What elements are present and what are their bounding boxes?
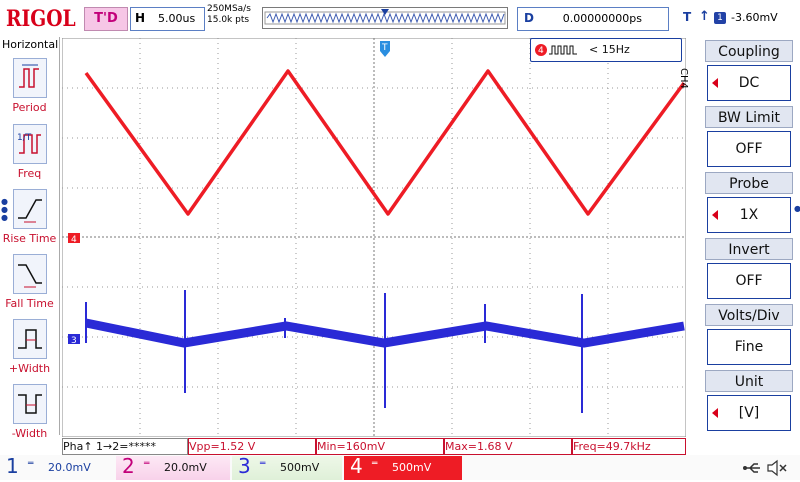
rising-edge-icon: ↑ (699, 9, 710, 24)
ch3-marker-label: 3 (71, 336, 77, 346)
freq-counter-value: < 15Hz (589, 43, 630, 56)
menu-coupling[interactable]: Coupling DC (705, 40, 793, 103)
menu-label-positive-width: +Width (0, 362, 59, 375)
measure-max[interactable]: Max=1.68 V (444, 438, 572, 455)
trigger-status-badge: T'D (84, 7, 128, 31)
fall-time-icon (13, 254, 47, 294)
usb-icon (743, 464, 760, 472)
channel-2-number: 2 (122, 454, 135, 478)
volts-div-title: Volts/Div (705, 304, 793, 326)
brand-logo: RIGOL (6, 6, 76, 32)
rise-time-icon (13, 189, 47, 229)
left-menu-title: Horizontal (2, 38, 58, 51)
menu-label-rise-time: Rise Time (0, 232, 59, 245)
channel-4-number: 4 (350, 454, 363, 478)
probe-value-box[interactable]: 1X (707, 197, 791, 233)
menu-item-freq[interactable]: 1/T Freq (0, 124, 59, 188)
unit-value-box[interactable]: [V] (707, 395, 791, 431)
channel-3-number: 3 (238, 454, 251, 478)
positive-width-icon (13, 319, 47, 359)
invert-value-box[interactable]: OFF (707, 263, 791, 299)
sample-rate: 250MSa/s (207, 4, 251, 15)
coupling-value: DC (739, 75, 760, 91)
trigger-level: -3.60mV (731, 11, 778, 24)
svg-text:1/T: 1/T (17, 133, 32, 143)
delay-box[interactable]: D 0.00000000ps (517, 7, 669, 31)
timebase-box[interactable]: H 5.00us (130, 7, 205, 31)
menu-probe[interactable]: Probe 1X (705, 172, 793, 235)
invert-title: Invert (705, 238, 793, 260)
menu-item-negative-width[interactable]: -Width (0, 384, 59, 448)
sample-info: 250MSa/s 15.0k pts (207, 4, 251, 26)
menu-item-fall-time[interactable]: Fall Time (0, 254, 59, 318)
dc-coupling-icon: ═ (28, 452, 33, 476)
dc-coupling-icon: ═ (372, 452, 377, 476)
dc-coupling-icon: ═ (144, 452, 149, 476)
trigger-key: T (683, 10, 691, 24)
bw-limit-value-box[interactable]: OFF (707, 131, 791, 167)
unit-title: Unit (705, 370, 793, 392)
channel-4-status[interactable]: 4 ═ 500mV (344, 456, 462, 480)
menu-label-period: Period (0, 101, 59, 114)
freq-icon: 1/T (13, 124, 47, 164)
menu-item-positive-width[interactable]: +Width (0, 319, 59, 383)
arrow-left-icon (712, 408, 718, 418)
ch4-marker-label: 4 (71, 235, 77, 245)
freq-counter-channel: 4 (538, 46, 544, 56)
probe-value: 1X (740, 207, 759, 223)
coupling-value-box[interactable]: DC (707, 65, 791, 101)
coupling-title: Coupling (705, 40, 793, 62)
negative-width-icon (13, 384, 47, 424)
channel-1-status[interactable]: 1 ═ 20.0mV (0, 456, 114, 480)
channel-4-scale: 500mV (392, 456, 431, 480)
frequency-counter: 4 < 15Hz (530, 38, 682, 62)
menu-item-period[interactable]: Period (0, 58, 59, 122)
menu-volts-div[interactable]: Volts/Div Fine (705, 304, 793, 367)
memory-depth: 15.0k pts (207, 15, 251, 26)
bw-limit-value: OFF (735, 141, 762, 157)
pulse-icon (549, 46, 577, 54)
speaker-mute-icon (768, 461, 786, 475)
probe-scroll-dot: ● (794, 205, 800, 213)
channel-1-scale: 20.0mV (48, 456, 91, 480)
timebase-key: H (135, 11, 145, 25)
right-menu-channel-label: CH4 (678, 68, 689, 89)
arrow-left-icon (712, 78, 718, 88)
memory-waveform-strip[interactable] (262, 7, 508, 29)
menu-label-negative-width: -Width (0, 427, 59, 440)
channel-2-status[interactable]: 2 ═ 20.0mV (116, 456, 230, 480)
trigger-source-badge: 1 (714, 12, 726, 24)
unit-value: [V] (739, 405, 760, 421)
menu-item-rise-time[interactable]: Rise Time (0, 189, 59, 253)
delay-key: D (524, 11, 534, 25)
menu-bw-limit[interactable]: BW Limit OFF (705, 106, 793, 169)
bw-limit-title: BW Limit (705, 106, 793, 128)
period-icon (13, 58, 47, 98)
status-icons (740, 458, 796, 478)
volts-div-value: Fine (735, 339, 763, 355)
dc-coupling-icon: ═ (260, 452, 265, 476)
channel-1-number: 1 (6, 454, 19, 478)
channel-3-status[interactable]: 3 ═ 500mV (232, 456, 342, 480)
waveform-display[interactable]: T 4 3 (62, 38, 686, 437)
memory-strip-graphic (263, 8, 507, 28)
menu-scroll-dots: ● ● ● (1, 198, 8, 222)
measure-freq[interactable]: Freq=49.7kHz (572, 438, 686, 455)
channel-2-scale: 20.0mV (164, 456, 207, 480)
timebase-value: 5.00us (158, 12, 195, 25)
trigger-box[interactable]: T ↑ 1 -3.60mV (677, 7, 799, 29)
measure-min[interactable]: Min=160mV (316, 438, 444, 455)
channel-3-scale: 500mV (280, 456, 319, 480)
arrow-left-icon (712, 210, 718, 220)
menu-label-freq: Freq (0, 167, 59, 180)
menu-unit[interactable]: Unit [V] (705, 370, 793, 433)
menu-label-fall-time: Fall Time (0, 297, 59, 310)
invert-value: OFF (735, 273, 762, 289)
measure-phase[interactable]: Pha↑ 1→2=***** (62, 438, 188, 455)
probe-title: Probe (705, 172, 793, 194)
measure-vpp[interactable]: Vpp=1.52 V (188, 438, 316, 455)
menu-invert[interactable]: Invert OFF (705, 238, 793, 301)
volts-div-value-box[interactable]: Fine (707, 329, 791, 365)
delay-value: 0.00000000ps (563, 12, 642, 25)
